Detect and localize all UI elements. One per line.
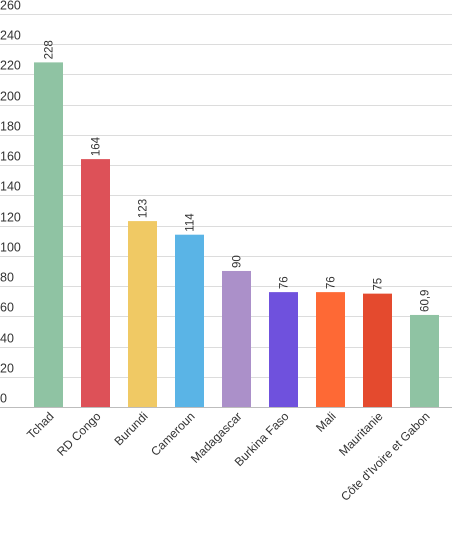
data-label: 76 bbox=[279, 276, 291, 289]
y-tick-label: 120 bbox=[0, 211, 21, 225]
y-tick-label: 140 bbox=[0, 180, 21, 194]
bars-layer bbox=[34, 62, 439, 408]
data-label: 123 bbox=[138, 199, 150, 218]
data-label: 228 bbox=[44, 40, 56, 59]
bar-3 bbox=[128, 221, 157, 407]
bar-6 bbox=[269, 292, 298, 407]
x-tick-label: Mauritanie bbox=[336, 409, 386, 459]
data-label: 76 bbox=[326, 276, 338, 289]
y-tick-label: 180 bbox=[0, 120, 21, 134]
y-tick-label: 40 bbox=[0, 332, 14, 346]
y-tick-label: 160 bbox=[0, 150, 21, 164]
x-tick-label: Tchad bbox=[24, 409, 57, 442]
bar-4 bbox=[175, 234, 204, 407]
y-tick-label: 60 bbox=[0, 301, 14, 315]
bar-8 bbox=[363, 293, 392, 407]
y-tick-label: 100 bbox=[0, 241, 21, 255]
x-tick-label: Mali bbox=[313, 409, 338, 434]
y-tick-label: 240 bbox=[0, 29, 21, 43]
data-label: 90 bbox=[232, 255, 244, 268]
bar-2 bbox=[81, 159, 110, 407]
y-tick-label: 80 bbox=[0, 271, 14, 285]
x-tick-label: RD Congo bbox=[54, 409, 104, 459]
data-label: 60,9 bbox=[420, 290, 432, 312]
bar-7 bbox=[316, 292, 345, 407]
x-tick-label: Cameroun bbox=[148, 409, 198, 459]
grid-layer: 0 20 40 60 80 100 120 140 160 180 200 220 240 260 bbox=[0, 0, 452, 408]
bar-1 bbox=[34, 62, 63, 408]
x-tick-label: Burundi bbox=[111, 409, 150, 448]
data-label: 75 bbox=[373, 278, 385, 291]
y-tick-label: 200 bbox=[0, 90, 21, 104]
y-tick-label: 20 bbox=[0, 362, 14, 376]
y-tick-label: 220 bbox=[0, 59, 21, 73]
x-tick-label: Côte d'Ivoire et Gabon bbox=[338, 409, 433, 504]
y-tick-label: 260 bbox=[0, 0, 21, 13]
y-tick-label: 0 bbox=[0, 392, 7, 406]
data-label: 164 bbox=[91, 136, 103, 156]
data-label: 114 bbox=[185, 213, 197, 232]
bar-9 bbox=[410, 314, 439, 407]
bar-5 bbox=[222, 270, 251, 407]
